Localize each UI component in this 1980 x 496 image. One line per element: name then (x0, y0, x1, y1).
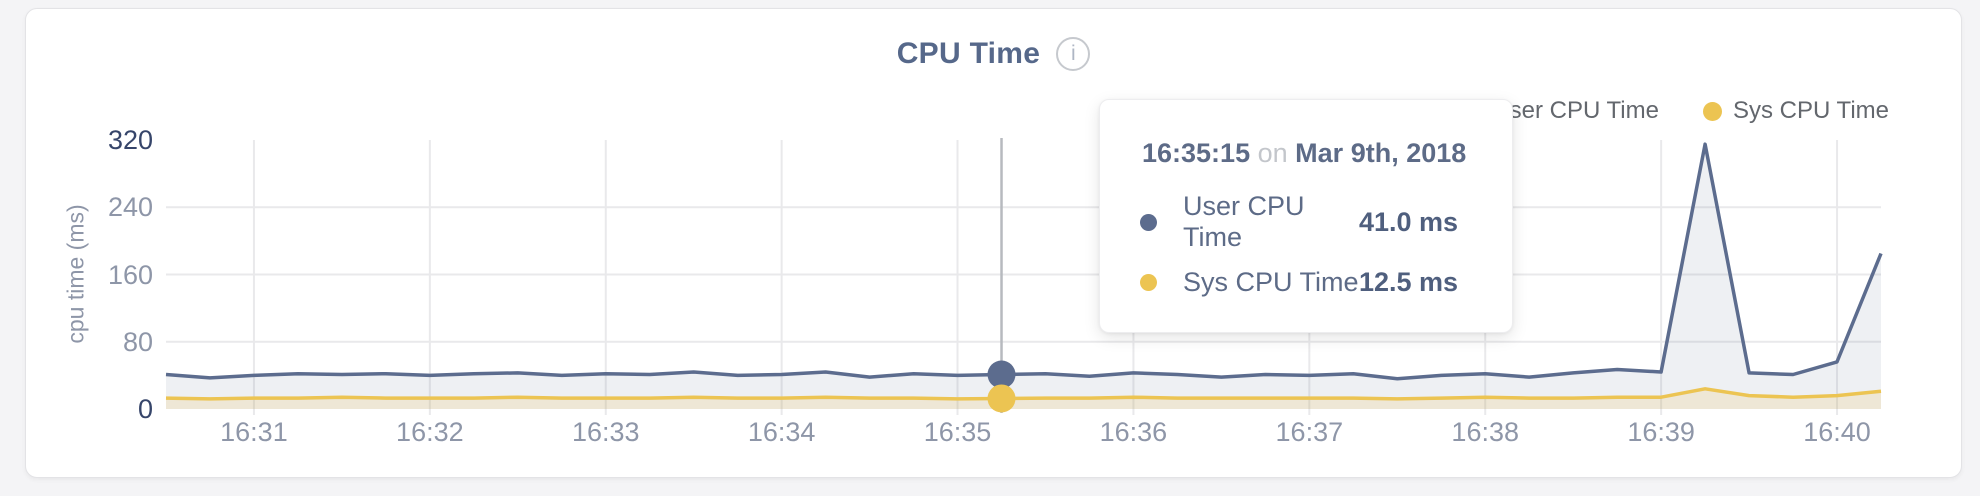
x-tick-label: 16:31 (220, 417, 288, 447)
tooltip-value-user: 41.0 ms (1359, 206, 1459, 237)
x-tick-label: 16:35 (923, 417, 992, 447)
user-cpu-line (165, 142, 1883, 381)
tooltip-title: 16:35:15 on Mar 9th, 2018 (1142, 138, 1472, 169)
chart-title: CPU Time (896, 37, 1041, 70)
legend-label-user: User CPU Time (1492, 97, 1659, 124)
y-tick-label: 0 (137, 394, 153, 424)
cpu-time-panel: CPU Time i User CPU Time Sys CPU Time cp… (25, 8, 1962, 478)
tooltip-row-sys: Sys CPU Time 12.5 ms (1140, 267, 1472, 298)
tooltip-conjunction: on (1257, 138, 1288, 168)
x-tick-label: 16:36 (1099, 417, 1168, 447)
info-icon[interactable]: i (1056, 37, 1091, 71)
x-tick-label: 16:33 (571, 417, 640, 447)
chart-tooltip: 16:35:15 on Mar 9th, 2018 User CPU Time … (1099, 99, 1513, 333)
tooltip-value-sys: 12.5 ms (1359, 267, 1459, 297)
tooltip-date: Mar 9th, 2018 (1295, 138, 1467, 168)
y-tick-label: 320 (107, 125, 153, 155)
x-tick-label: 16:32 (396, 417, 464, 447)
y-tick-label: 160 (107, 259, 153, 290)
y-tick-label: 240 (107, 192, 153, 223)
x-tick-label: 16:37 (1275, 417, 1344, 447)
tooltip-label-sys: Sys CPU Time (1183, 267, 1359, 297)
cpu-time-chart[interactable] (26, 9, 1963, 479)
tooltip-time: 16:35:15 (1142, 138, 1251, 168)
hover-dot-sys (987, 384, 1016, 413)
x-tick-label: 16:38 (1451, 417, 1520, 447)
panel-header: CPU Time i (26, 37, 1961, 71)
sys-cpu-line (165, 387, 1882, 401)
legend-label-sys: Sys CPU Time (1732, 97, 1889, 124)
tooltip-dot-user-icon (1140, 213, 1157, 231)
x-tick-label: 16:34 (747, 417, 816, 447)
tooltip-dot-sys-icon (1140, 274, 1157, 291)
legend-item-sys-cpu-time[interactable]: Sys CPU Time (1702, 97, 1889, 125)
y-tick-label: 80 (122, 326, 153, 357)
x-tick-label: 16:39 (1627, 417, 1695, 447)
hover-dot-user (987, 360, 1016, 389)
tooltip-row-user: User CPU Time 41.0 ms (1140, 191, 1472, 253)
x-tick-label: 16:40 (1803, 417, 1871, 447)
legend-dot-sys-icon (1702, 101, 1722, 121)
tooltip-label-user: User CPU Time (1183, 191, 1305, 252)
chart-legend: User CPU Time Sys CPU Time (1462, 97, 1889, 125)
